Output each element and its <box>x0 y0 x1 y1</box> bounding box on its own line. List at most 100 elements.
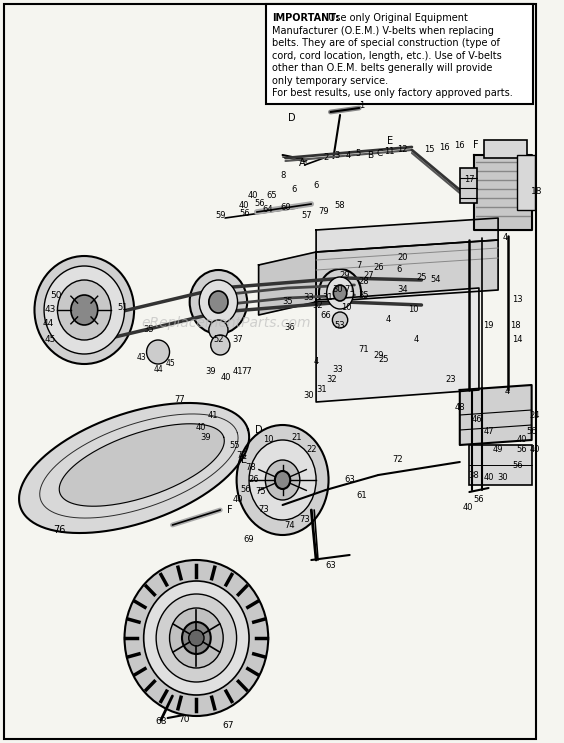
Bar <box>517 155 535 210</box>
Text: 31: 31 <box>322 293 333 302</box>
Text: 4: 4 <box>505 388 510 397</box>
Text: 40: 40 <box>517 435 527 444</box>
Text: For best results, use only factory approved parts.: For best results, use only factory appro… <box>272 88 513 98</box>
Polygon shape <box>316 218 498 252</box>
Text: 56: 56 <box>254 200 265 209</box>
Text: eReplacementParts.com: eReplacementParts.com <box>142 316 311 330</box>
Text: 29: 29 <box>373 351 384 360</box>
Text: 45: 45 <box>44 336 55 345</box>
Text: 4: 4 <box>502 233 508 241</box>
Text: 56: 56 <box>517 446 527 455</box>
Text: 12: 12 <box>397 144 408 154</box>
Text: 17: 17 <box>464 175 475 184</box>
Text: 77: 77 <box>242 368 253 377</box>
Text: 39: 39 <box>201 433 212 443</box>
Text: F: F <box>473 140 479 150</box>
Text: Manufacturer (O.E.M.) V-belts when replacing: Manufacturer (O.E.M.) V-belts when repla… <box>272 25 494 36</box>
Text: 41: 41 <box>208 410 218 420</box>
Text: 51: 51 <box>117 303 128 313</box>
Text: 79: 79 <box>319 207 329 216</box>
Text: 45: 45 <box>166 359 175 368</box>
Text: 57: 57 <box>301 210 312 219</box>
Text: 43: 43 <box>137 354 147 363</box>
Text: 6: 6 <box>314 181 319 189</box>
Text: 48: 48 <box>455 403 465 412</box>
Ellipse shape <box>209 320 228 340</box>
Text: 3: 3 <box>334 152 340 160</box>
Text: 46: 46 <box>472 415 482 424</box>
Ellipse shape <box>199 280 237 324</box>
Text: 75: 75 <box>255 487 266 496</box>
Ellipse shape <box>147 340 170 364</box>
Text: 66: 66 <box>320 311 331 319</box>
Text: 27: 27 <box>363 270 374 279</box>
Text: 49: 49 <box>493 446 503 455</box>
Polygon shape <box>316 240 498 302</box>
Ellipse shape <box>44 266 125 354</box>
Polygon shape <box>259 252 316 315</box>
Text: 35: 35 <box>282 297 293 307</box>
Text: 10: 10 <box>408 305 419 314</box>
Text: other than O.E.M. belts generally will provide: other than O.E.M. belts generally will p… <box>272 63 492 74</box>
Text: belts. They are of special construction (type of: belts. They are of special construction … <box>272 38 500 48</box>
Ellipse shape <box>319 269 361 317</box>
Ellipse shape <box>189 630 204 646</box>
Text: 28: 28 <box>359 277 369 287</box>
Text: 15: 15 <box>424 146 434 155</box>
Text: 4: 4 <box>385 316 391 325</box>
Text: 6: 6 <box>292 186 297 195</box>
Text: 67: 67 <box>222 721 233 730</box>
Text: 4: 4 <box>414 336 419 345</box>
Text: 35: 35 <box>359 291 369 299</box>
Ellipse shape <box>71 295 98 325</box>
Text: 30: 30 <box>303 391 314 400</box>
Text: B: B <box>367 151 373 160</box>
Text: 32: 32 <box>326 375 337 384</box>
Text: 65: 65 <box>267 192 277 201</box>
Text: 30: 30 <box>497 473 508 482</box>
Text: D: D <box>288 113 296 123</box>
Text: 22: 22 <box>306 446 316 455</box>
Ellipse shape <box>265 460 300 500</box>
Text: 31: 31 <box>316 386 327 395</box>
Text: 44: 44 <box>153 366 163 374</box>
Polygon shape <box>316 288 479 402</box>
Text: 40: 40 <box>483 473 494 482</box>
Text: A: A <box>298 158 305 168</box>
Text: 50: 50 <box>50 291 61 300</box>
Text: 33: 33 <box>303 293 314 302</box>
Text: 71: 71 <box>359 345 369 354</box>
Ellipse shape <box>190 270 247 334</box>
Ellipse shape <box>170 608 223 668</box>
Text: 69: 69 <box>244 536 254 545</box>
Text: 47: 47 <box>483 427 494 436</box>
Text: 18: 18 <box>510 320 521 329</box>
Text: cord, cord location, length, etc.). Use of V-belts: cord, cord location, length, etc.). Use … <box>272 51 502 61</box>
Text: only temporary service.: only temporary service. <box>272 76 388 86</box>
Text: E: E <box>241 455 248 465</box>
Text: Use only Original Equipment: Use only Original Equipment <box>322 13 468 23</box>
Text: 76: 76 <box>53 525 65 535</box>
Text: 41: 41 <box>232 368 243 377</box>
Ellipse shape <box>182 622 211 654</box>
Text: 73: 73 <box>236 450 247 459</box>
Text: 26: 26 <box>249 476 259 484</box>
Text: 58: 58 <box>335 201 345 210</box>
Ellipse shape <box>34 256 134 364</box>
Text: 54: 54 <box>430 276 441 285</box>
Text: 68: 68 <box>155 718 167 727</box>
Text: 71: 71 <box>344 285 355 294</box>
Text: 4: 4 <box>314 357 319 366</box>
Ellipse shape <box>249 440 316 520</box>
Text: 40: 40 <box>232 496 243 504</box>
Text: 11: 11 <box>384 146 394 155</box>
Text: 53: 53 <box>335 320 345 329</box>
FancyBboxPatch shape <box>4 4 536 739</box>
Text: 43: 43 <box>44 305 55 314</box>
Text: F: F <box>227 505 233 515</box>
Bar <box>469 445 532 485</box>
Ellipse shape <box>58 280 111 340</box>
Text: 72: 72 <box>392 455 403 464</box>
Text: 36: 36 <box>284 323 294 333</box>
Text: 44: 44 <box>42 319 54 328</box>
